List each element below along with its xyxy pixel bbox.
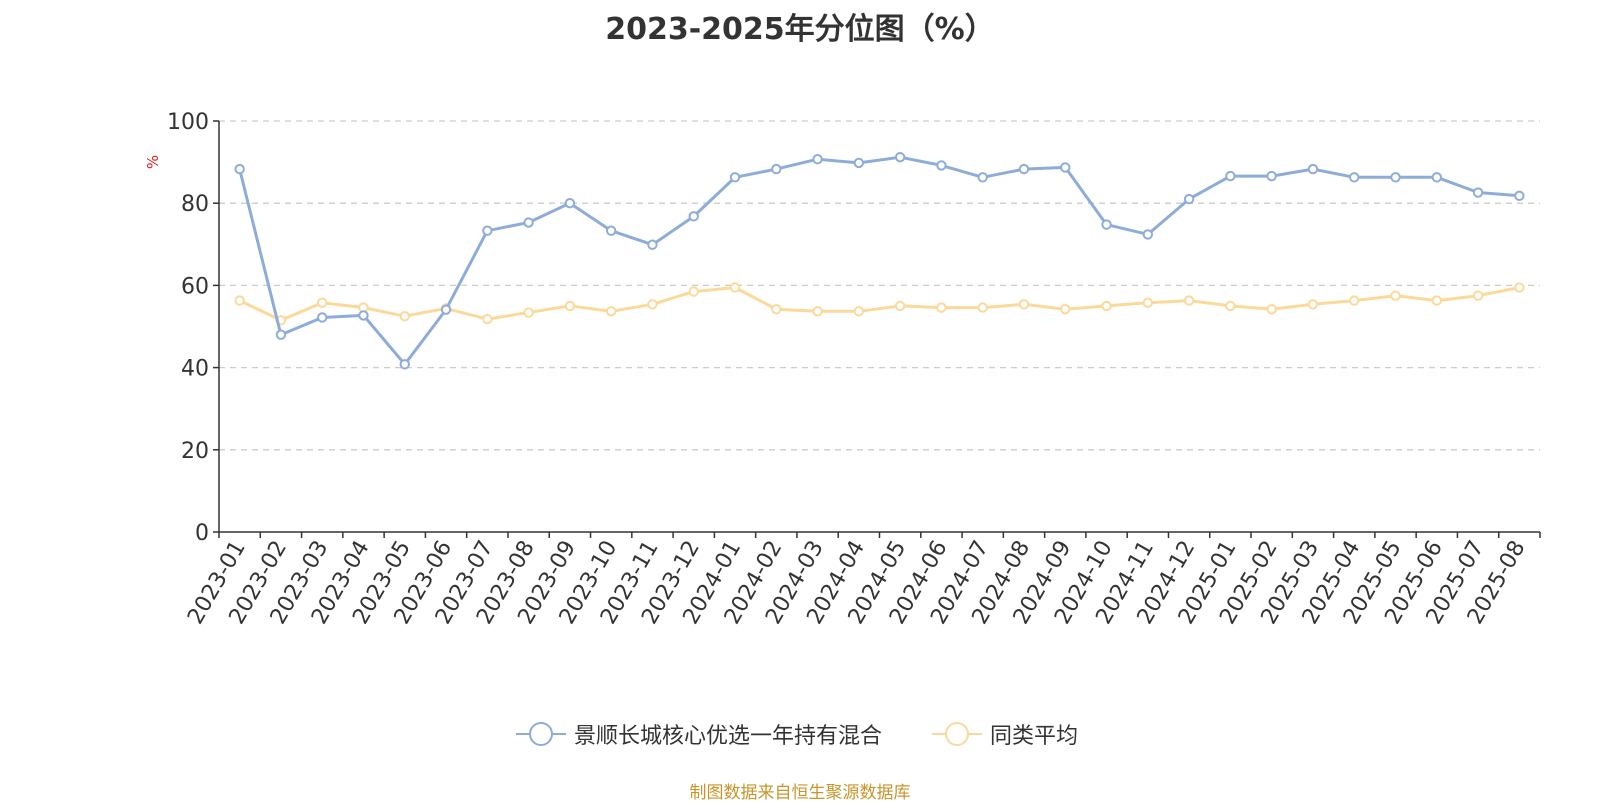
series-0 bbox=[234, 151, 1525, 370]
data-point bbox=[482, 313, 493, 325]
data-point bbox=[1349, 172, 1360, 183]
data-point bbox=[1266, 170, 1277, 182]
data-point bbox=[1183, 295, 1195, 306]
data-point bbox=[317, 312, 328, 323]
data-point bbox=[1514, 190, 1525, 202]
legend-average-label: 同类平均 bbox=[990, 724, 1079, 749]
data-point bbox=[853, 306, 865, 317]
y-tick-label: 60 bbox=[181, 274, 209, 299]
data-point bbox=[1101, 219, 1112, 230]
data-point bbox=[234, 295, 245, 306]
data-point bbox=[605, 225, 617, 236]
data-point bbox=[399, 359, 410, 370]
data-point bbox=[1142, 229, 1154, 240]
data-point bbox=[1472, 187, 1484, 198]
data-point bbox=[605, 306, 617, 317]
data-point bbox=[771, 304, 782, 315]
legend-item-fund[interactable]: 景顺长城核心优选一年持有混合 bbox=[516, 718, 882, 750]
data-point bbox=[1431, 295, 1442, 306]
data-point bbox=[729, 172, 741, 183]
data-point bbox=[812, 154, 823, 165]
data-point bbox=[1472, 290, 1484, 301]
data-point bbox=[1349, 295, 1360, 306]
axes bbox=[213, 120, 1541, 538]
data-point bbox=[1266, 304, 1277, 315]
y-tick-label: 0 bbox=[195, 521, 209, 546]
legend-average-swatch-icon bbox=[932, 719, 982, 749]
data-point bbox=[1018, 299, 1030, 310]
data-point bbox=[1390, 290, 1401, 301]
series-1 bbox=[234, 282, 1525, 326]
data-point bbox=[688, 286, 699, 297]
data-point bbox=[1018, 163, 1030, 175]
data-point bbox=[688, 211, 699, 222]
data-point bbox=[894, 151, 906, 163]
data-point bbox=[1307, 163, 1319, 175]
data-point bbox=[1390, 172, 1401, 183]
data-point bbox=[317, 297, 328, 308]
data-point bbox=[1060, 304, 1071, 315]
data-point bbox=[977, 172, 988, 183]
data-point bbox=[234, 163, 245, 175]
series-line bbox=[238, 286, 1520, 322]
data-point bbox=[977, 302, 988, 313]
data-point bbox=[812, 306, 823, 317]
data-point bbox=[1431, 172, 1442, 183]
data-point bbox=[647, 239, 658, 250]
legend-fund-swatch-icon bbox=[516, 719, 566, 749]
data-point bbox=[853, 157, 865, 169]
legend-item-category-average[interactable]: 同类平均 bbox=[932, 718, 1078, 750]
series-lines bbox=[234, 151, 1525, 370]
data-point bbox=[1307, 299, 1319, 310]
tick-labels: 0204060801002023-012023-022023-032023-04… bbox=[167, 110, 1531, 629]
y-tick-label: 80 bbox=[181, 192, 209, 217]
data-point bbox=[1225, 300, 1236, 312]
y-tick-label: 20 bbox=[181, 439, 209, 464]
series-line bbox=[238, 155, 1520, 366]
data-point bbox=[936, 302, 947, 313]
data-point bbox=[771, 163, 782, 175]
grid-lines bbox=[219, 120, 1540, 451]
data-point bbox=[564, 198, 576, 209]
chart-title: 2023-2025年分位图（%） bbox=[605, 12, 995, 47]
data-point bbox=[1142, 297, 1154, 308]
data-point bbox=[894, 300, 906, 312]
data-point bbox=[275, 329, 287, 340]
data-point bbox=[399, 311, 410, 322]
data-point bbox=[1225, 170, 1236, 182]
y-axis-label: % bbox=[144, 155, 162, 169]
y-tick-label: 40 bbox=[181, 357, 209, 382]
data-point bbox=[647, 299, 658, 310]
data-point bbox=[523, 217, 534, 228]
data-point bbox=[1183, 193, 1195, 205]
data-point bbox=[482, 225, 493, 236]
data-source-credit: 制图数据来自恒生聚源数据库 bbox=[689, 783, 911, 803]
data-point bbox=[1514, 282, 1525, 293]
data-point bbox=[440, 304, 452, 315]
data-point bbox=[523, 307, 534, 318]
y-tick-label: 100 bbox=[167, 110, 209, 135]
data-point bbox=[564, 300, 576, 312]
data-point bbox=[936, 160, 947, 171]
legend-fund-label: 景顺长城核心优选一年持有混合 bbox=[574, 724, 883, 749]
data-point bbox=[358, 310, 369, 321]
data-point bbox=[1060, 162, 1071, 173]
data-point bbox=[729, 282, 741, 293]
data-point bbox=[1101, 300, 1112, 312]
